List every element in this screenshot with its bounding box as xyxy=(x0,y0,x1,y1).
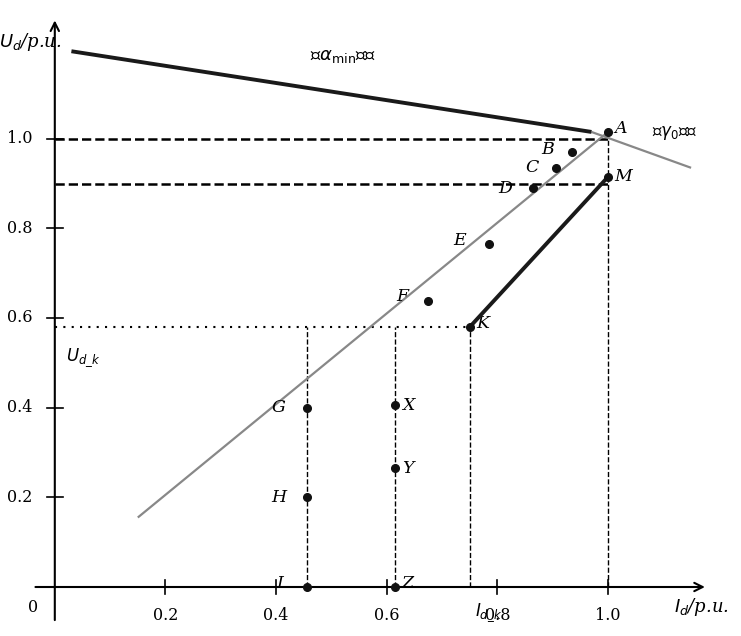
Text: 0.6: 0.6 xyxy=(374,607,399,624)
Text: G: G xyxy=(272,399,285,416)
Text: 0.8: 0.8 xyxy=(7,220,33,237)
Text: M: M xyxy=(615,169,633,185)
Text: 1.0: 1.0 xyxy=(7,130,33,147)
Text: A: A xyxy=(615,120,627,137)
Text: X: X xyxy=(402,397,414,414)
Text: 定$\alpha_{\rm min}$控制: 定$\alpha_{\rm min}$控制 xyxy=(310,47,376,66)
Text: 0.6: 0.6 xyxy=(7,310,33,326)
Text: E: E xyxy=(453,232,466,249)
Text: 0.4: 0.4 xyxy=(264,607,289,624)
Text: $I_d$/p.u.: $I_d$/p.u. xyxy=(674,596,729,618)
Text: D: D xyxy=(499,181,513,197)
Text: 0.8: 0.8 xyxy=(485,607,511,624)
Text: Y: Y xyxy=(402,460,413,477)
Text: 0: 0 xyxy=(27,598,38,616)
Text: $U_d$/p.u.: $U_d$/p.u. xyxy=(0,31,62,53)
Text: 1.0: 1.0 xyxy=(595,607,621,624)
Text: K: K xyxy=(476,315,489,332)
Text: H: H xyxy=(272,489,287,506)
Text: B: B xyxy=(542,141,554,158)
Text: $U_{d\_k}$: $U_{d\_k}$ xyxy=(66,346,100,368)
Text: 定$\gamma_0$控制: 定$\gamma_0$控制 xyxy=(652,125,698,142)
Text: I: I xyxy=(276,575,283,592)
Text: 0.4: 0.4 xyxy=(7,399,33,416)
Text: Z: Z xyxy=(402,575,413,592)
Text: 0.2: 0.2 xyxy=(153,607,178,624)
Text: C: C xyxy=(525,159,539,176)
Text: F: F xyxy=(396,288,408,305)
Text: 0.2: 0.2 xyxy=(7,489,33,506)
Text: $I_{d\_k}$: $I_{d\_k}$ xyxy=(475,602,502,624)
